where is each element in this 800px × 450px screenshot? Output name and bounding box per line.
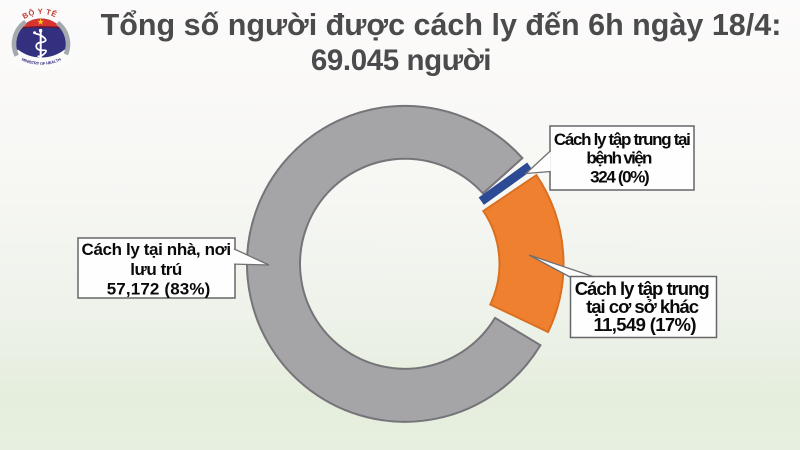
svg-text:11,549 (17%): 11,549 (17%) [594, 314, 697, 335]
svg-text:lưu trú: lưu trú [130, 260, 182, 279]
svg-text:Cách ly tại nhà, nơi: Cách ly tại nhà, nơi [82, 240, 231, 259]
svg-text:bệnh viện: bệnh viện [586, 149, 652, 168]
svg-text:MINISTRY OF HEALTH: MINISTRY OF HEALTH [21, 57, 62, 66]
svg-text:Cách ly tập trung: Cách ly tập trung [575, 278, 710, 299]
svg-text:Cách ly tập trung tại: Cách ly tập trung tại [554, 130, 691, 149]
svg-text:57,172 (83%): 57,172 (83%) [107, 280, 211, 299]
svg-text:324 (0%): 324 (0%) [590, 167, 650, 186]
svg-text:tại cơ sở khác: tại cơ sở khác [586, 296, 699, 317]
